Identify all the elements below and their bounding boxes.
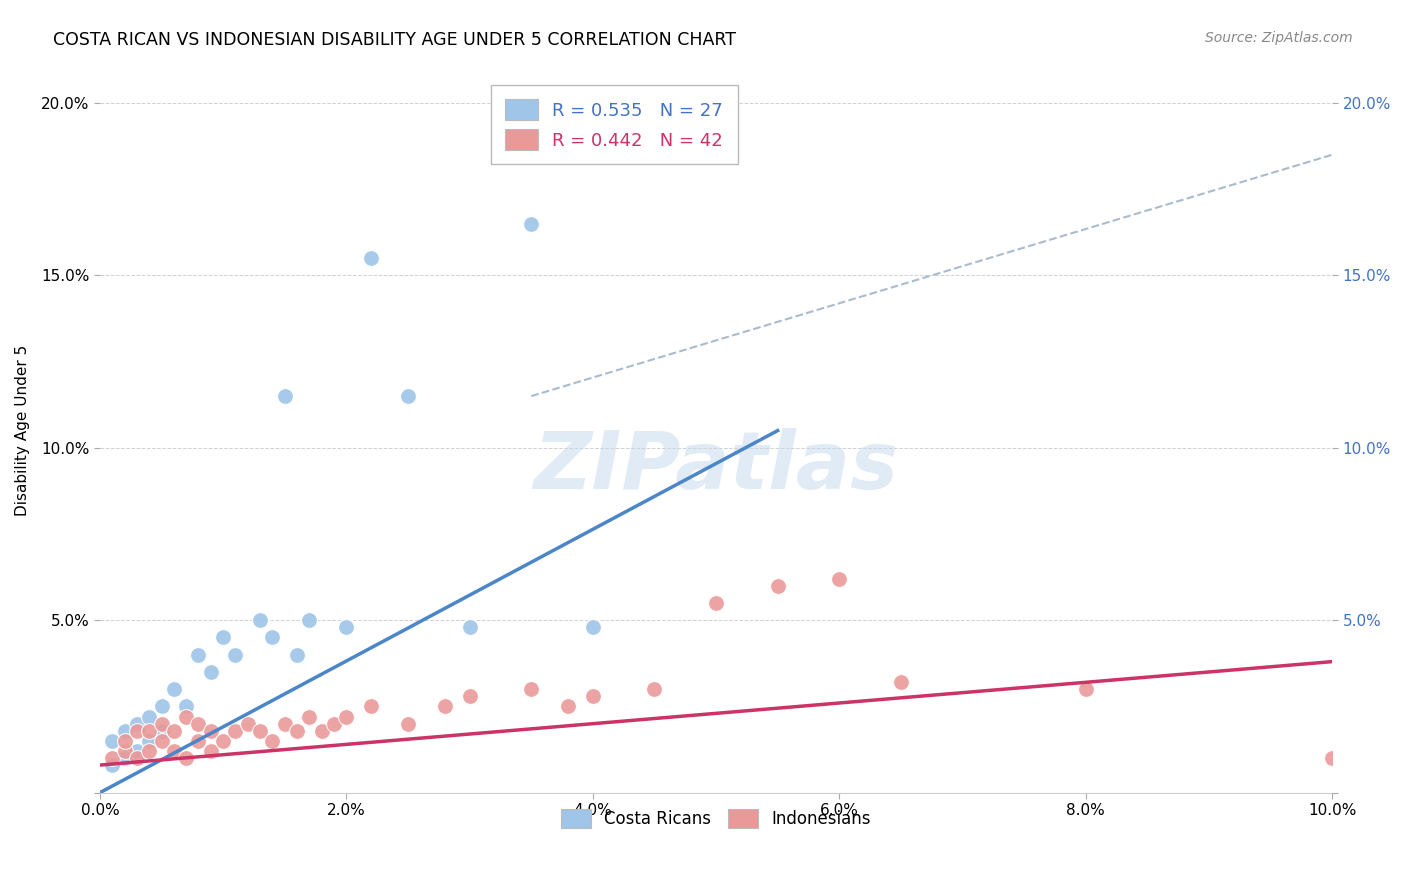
Point — [249, 613, 271, 627]
Point — [187, 648, 209, 662]
Point — [114, 723, 136, 738]
Point — [311, 723, 333, 738]
Point — [262, 734, 284, 748]
Point — [285, 723, 308, 738]
Point — [125, 716, 148, 731]
Text: ZIPatlas: ZIPatlas — [533, 428, 898, 506]
Point — [101, 734, 124, 748]
Point — [200, 723, 222, 738]
Point — [125, 751, 148, 765]
Point — [200, 744, 222, 758]
Point — [150, 734, 173, 748]
Point — [224, 723, 246, 738]
Point — [520, 217, 543, 231]
Point — [163, 723, 186, 738]
Point — [396, 716, 419, 731]
Point — [458, 620, 481, 634]
Point — [335, 620, 357, 634]
Point — [335, 710, 357, 724]
Point — [101, 751, 124, 765]
Point — [236, 716, 259, 731]
Point — [249, 723, 271, 738]
Text: Source: ZipAtlas.com: Source: ZipAtlas.com — [1205, 31, 1353, 45]
Point — [890, 675, 912, 690]
Point — [174, 699, 197, 714]
Point — [520, 682, 543, 697]
Point — [150, 716, 173, 731]
Point — [557, 699, 579, 714]
Point — [163, 682, 186, 697]
Point — [643, 682, 665, 697]
Point — [212, 734, 235, 748]
Point — [163, 744, 186, 758]
Point — [582, 689, 605, 703]
Point — [1322, 751, 1344, 765]
Point — [298, 710, 321, 724]
Point — [285, 648, 308, 662]
Point — [125, 723, 148, 738]
Point — [274, 716, 297, 731]
Point — [150, 699, 173, 714]
Point — [138, 723, 160, 738]
Point — [101, 758, 124, 772]
Y-axis label: Disability Age Under 5: Disability Age Under 5 — [15, 345, 30, 516]
Point — [200, 665, 222, 679]
Point — [1074, 682, 1097, 697]
Point — [174, 751, 197, 765]
Point — [828, 572, 851, 586]
Point — [138, 744, 160, 758]
Text: COSTA RICAN VS INDONESIAN DISABILITY AGE UNDER 5 CORRELATION CHART: COSTA RICAN VS INDONESIAN DISABILITY AGE… — [53, 31, 737, 49]
Point — [766, 579, 789, 593]
Point — [262, 631, 284, 645]
Point — [458, 689, 481, 703]
Point — [704, 596, 727, 610]
Point — [174, 710, 197, 724]
Point — [150, 723, 173, 738]
Point — [582, 620, 605, 634]
Point — [396, 389, 419, 403]
Point — [224, 648, 246, 662]
Point — [274, 389, 297, 403]
Point — [298, 613, 321, 627]
Point — [433, 699, 456, 714]
Point — [138, 734, 160, 748]
Point — [212, 631, 235, 645]
Point — [114, 734, 136, 748]
Point — [114, 744, 136, 758]
Point — [138, 710, 160, 724]
Point — [125, 744, 148, 758]
Point — [114, 751, 136, 765]
Legend: Costa Ricans, Indonesians: Costa Ricans, Indonesians — [554, 803, 877, 835]
Point — [360, 251, 382, 265]
Point — [187, 734, 209, 748]
Point — [187, 716, 209, 731]
Point — [360, 699, 382, 714]
Point — [323, 716, 346, 731]
